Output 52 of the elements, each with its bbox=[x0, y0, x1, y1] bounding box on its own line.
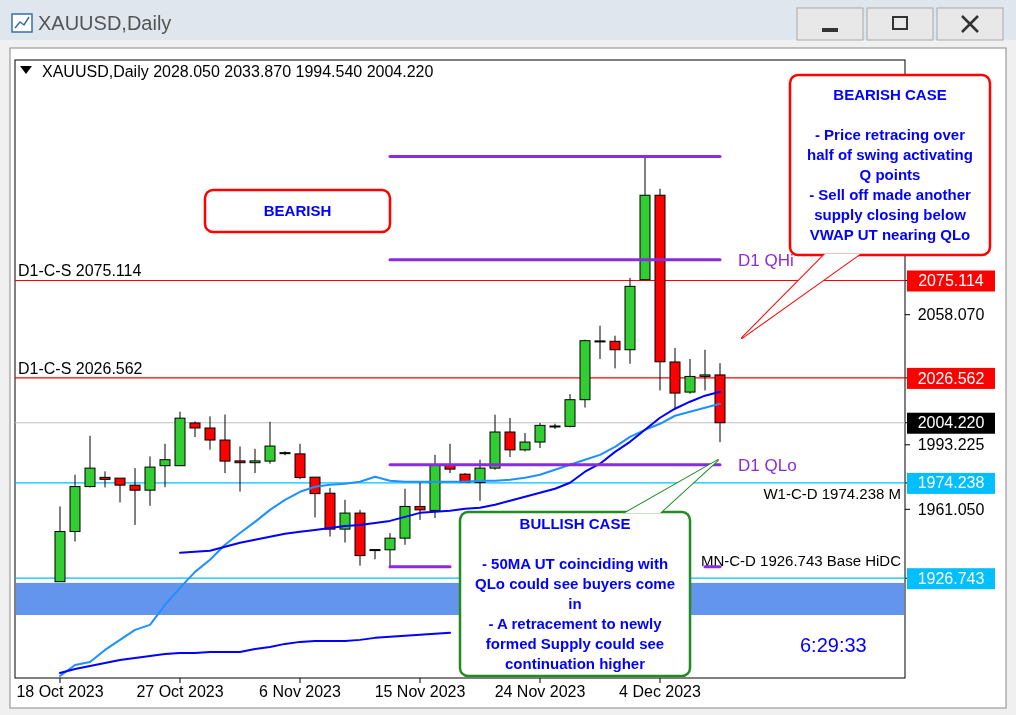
candlestick bbox=[699, 349, 711, 391]
y-tick-label: 1993.225 bbox=[917, 436, 985, 454]
ref-line-label: W1-C-D 1974.238 M bbox=[763, 484, 901, 502]
candlestick bbox=[249, 448, 261, 474]
y-tick-label: 2075.114 bbox=[918, 272, 984, 290]
y-tick-label: 2004.220 bbox=[917, 414, 985, 432]
ref-line-label: MN-C-D 1926.743 Base HiDC bbox=[700, 552, 902, 570]
candlestick bbox=[189, 420, 201, 438]
candlestick bbox=[339, 499, 351, 544]
x-tick-label: 15 Nov 2023 bbox=[374, 683, 466, 700]
candlestick bbox=[219, 414, 231, 474]
candlestick bbox=[414, 481, 426, 521]
candlestick bbox=[369, 548, 381, 560]
candlestick bbox=[144, 455, 156, 507]
x-tick-label: 6 Nov 2023 bbox=[259, 683, 342, 700]
candlestick bbox=[234, 445, 246, 493]
candlestick bbox=[84, 435, 96, 488]
candlestick bbox=[264, 421, 276, 465]
candlestick bbox=[534, 422, 546, 449]
series-label: D1 QHi bbox=[738, 250, 794, 270]
candlestick bbox=[294, 443, 306, 480]
x-tick-label: 18 Oct 2023 bbox=[16, 683, 104, 700]
line-series bbox=[59, 631, 451, 674]
line-series bbox=[179, 390, 721, 554]
chart-subtitle: XAUUSD,Daily 2028.050 2033.870 1994.540 2004.220 bbox=[42, 63, 434, 80]
candlestick bbox=[159, 443, 171, 488]
x-tick-label: 24 Nov 2023 bbox=[494, 683, 586, 700]
candlestick bbox=[99, 470, 111, 488]
text: BEARISH CASE - Price retracing over half of swing activating Q points - Sell off made another supply closing below VWAP UT nearing QLo bbox=[807, 86, 973, 243]
candlestick bbox=[309, 476, 321, 518]
candlestick bbox=[114, 477, 126, 503]
ref-line-label: D1-C-S 2075.114 bbox=[18, 262, 142, 280]
candlestick bbox=[594, 325, 606, 360]
candlestick bbox=[609, 335, 621, 369]
annotation: BEARISH bbox=[263, 202, 332, 219]
candlestick bbox=[279, 450, 291, 456]
x-tick-label: 27 Oct 2023 bbox=[136, 683, 224, 700]
candlestick bbox=[504, 417, 516, 458]
x-tick-label: 4 Dec 2023 bbox=[619, 683, 702, 700]
series-label: D1 QLo bbox=[738, 455, 797, 475]
text: 6:29:33 bbox=[800, 634, 867, 656]
y-tick-label: 2026.562 bbox=[917, 369, 985, 387]
candlestick bbox=[129, 467, 141, 526]
text: BULLISH CASE - 50MA UT coinciding with QLo could see buyers come in - A retracement to newly formed Supply could see continuation higher bbox=[474, 515, 676, 672]
y-tick-label: 1926.743 bbox=[917, 569, 985, 587]
y-tick-label: 1974.238 bbox=[917, 474, 985, 492]
chart-title: XAUUSD,Daily bbox=[38, 12, 172, 34]
y-tick-label: 2058.070 bbox=[917, 306, 985, 324]
ref-line-label: D1-C-S 2026.562 bbox=[18, 359, 143, 377]
candlestick bbox=[684, 358, 696, 395]
candlestick bbox=[204, 415, 216, 451]
y-tick-label: 1961.050 bbox=[917, 500, 985, 518]
